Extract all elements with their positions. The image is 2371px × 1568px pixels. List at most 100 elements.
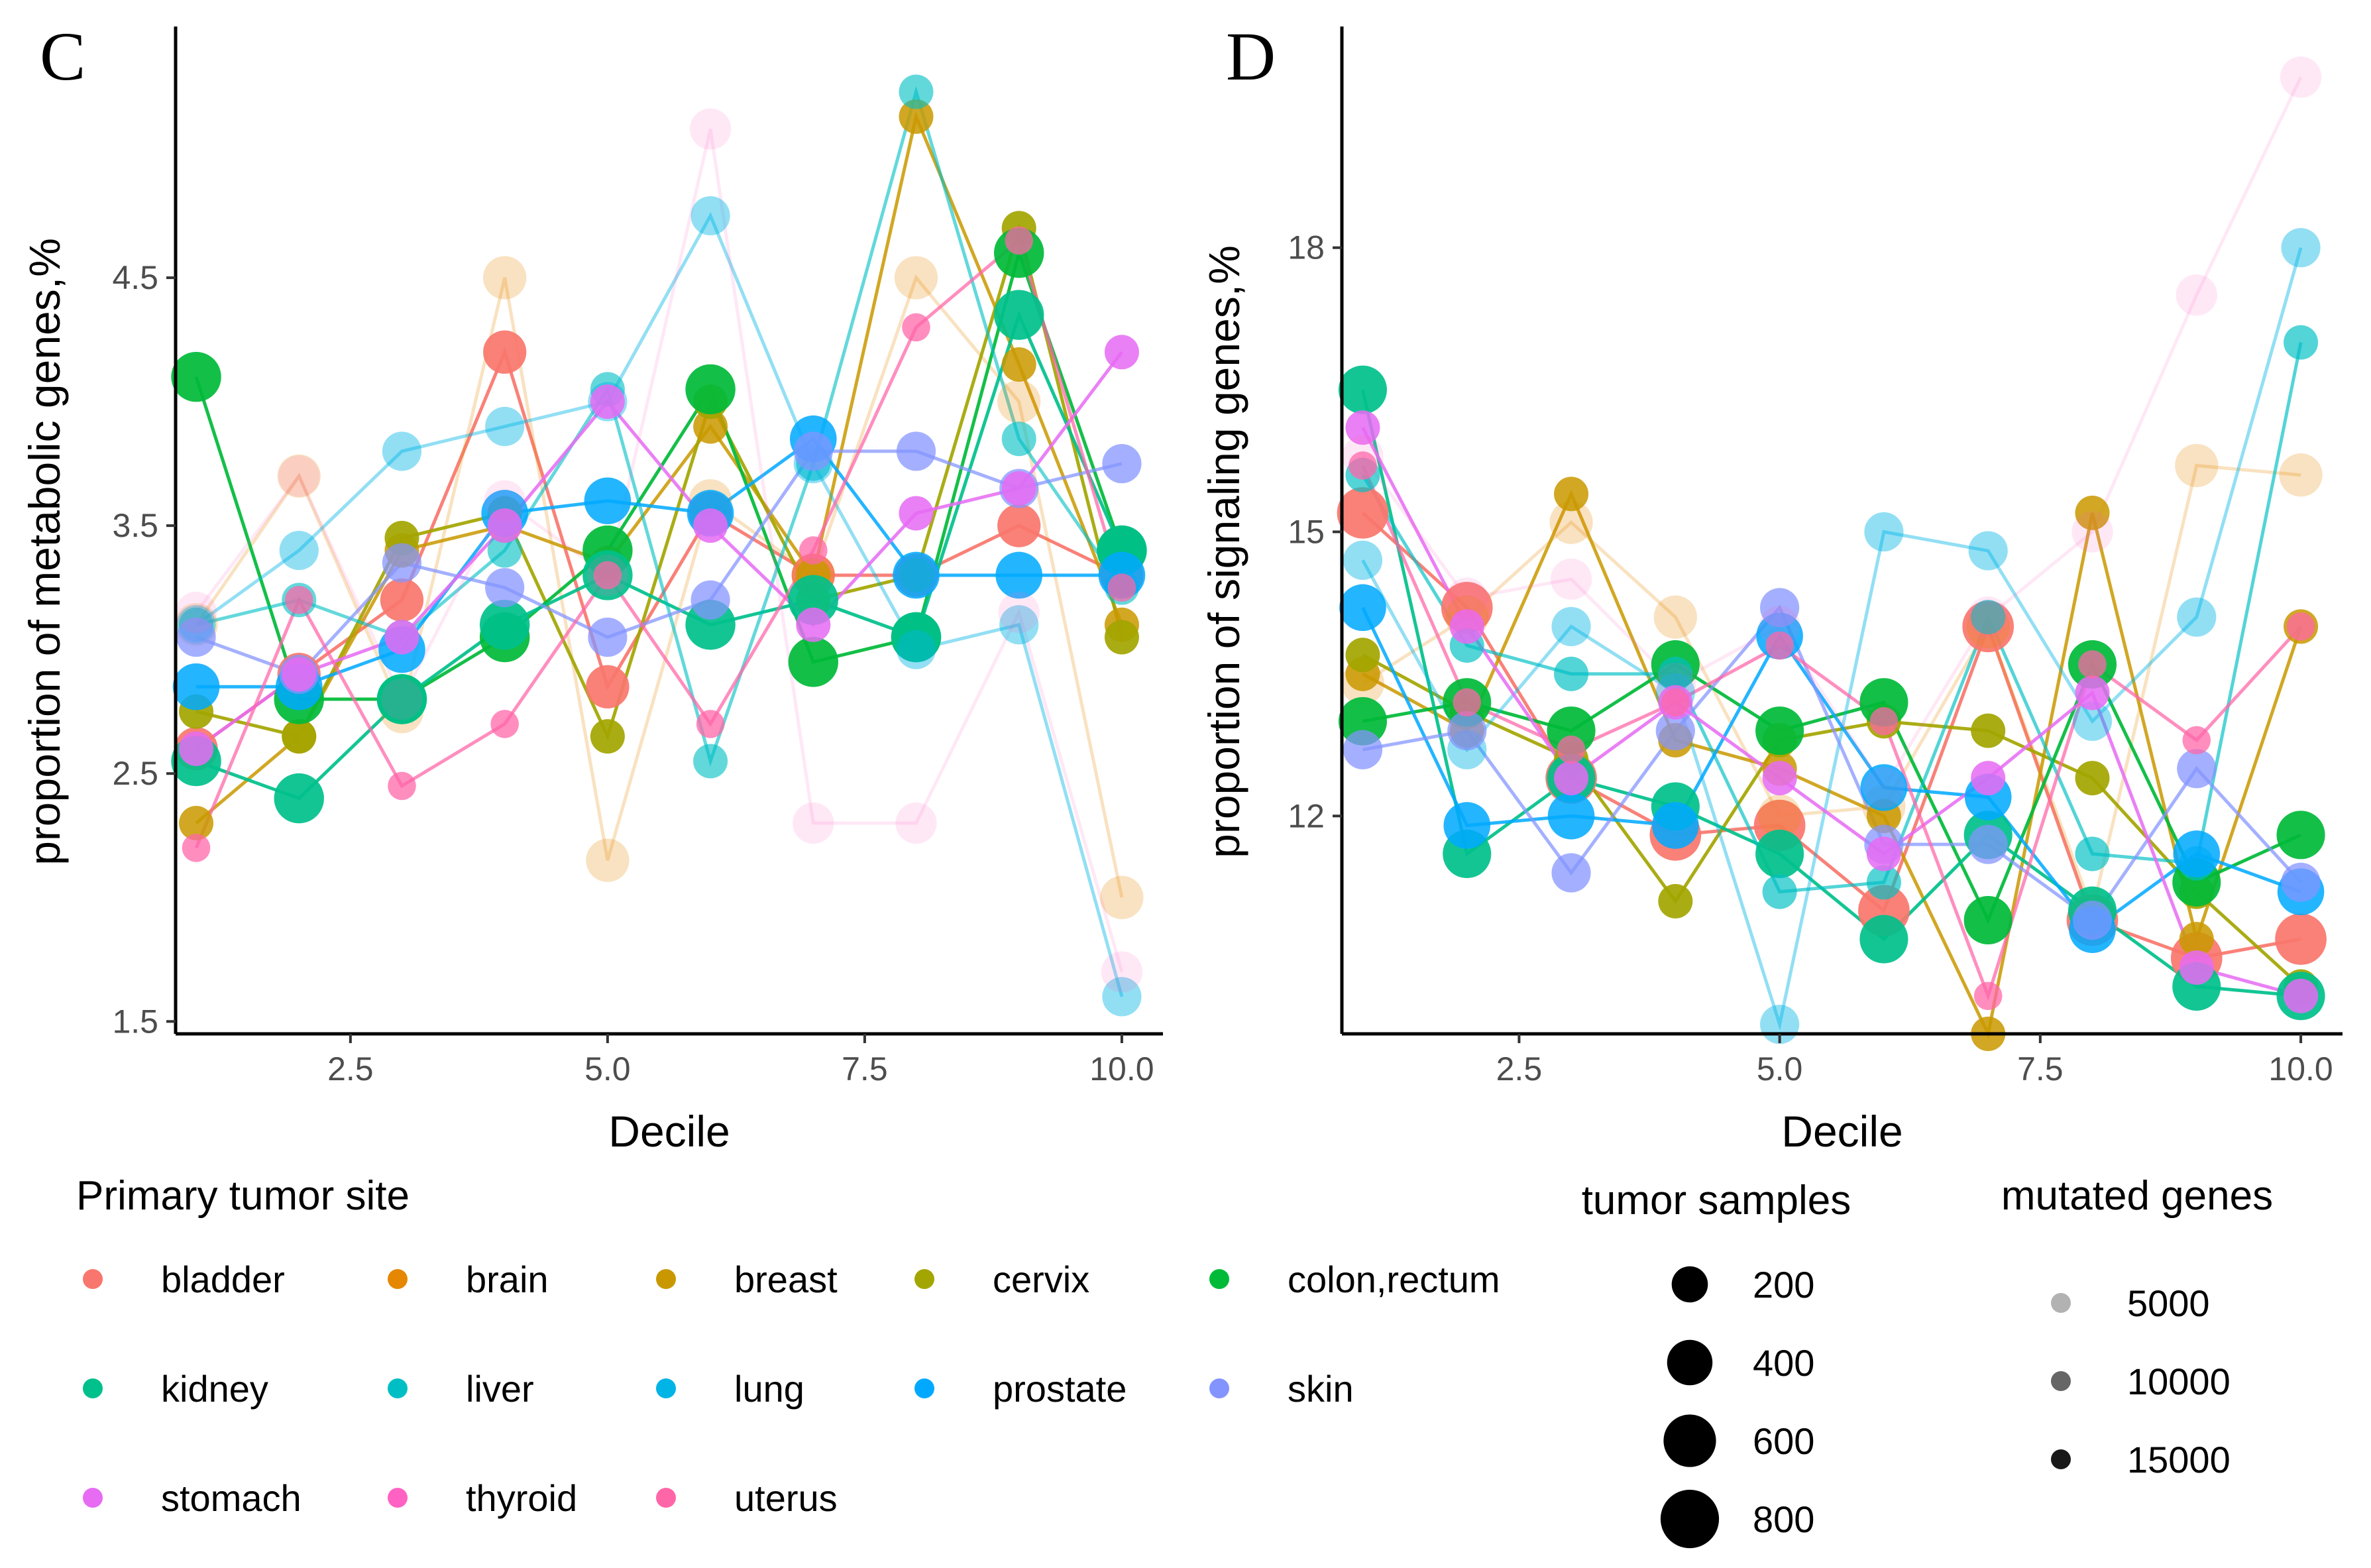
data-point <box>1863 767 1905 809</box>
data-point <box>2072 900 2113 940</box>
data-point <box>2179 950 2214 985</box>
data-point <box>894 256 938 300</box>
legend-item-kidney: kidney <box>83 1368 268 1410</box>
y-tick-label: 15 <box>1288 514 1325 551</box>
legend-size-item: 200 <box>1671 1264 1814 1306</box>
data-point <box>1866 865 1901 900</box>
data-point <box>793 431 833 471</box>
data-point <box>588 617 628 657</box>
legend-label: skin <box>1288 1368 1354 1410</box>
data-point <box>1653 595 1697 639</box>
plot-area <box>1337 56 2327 1051</box>
series-line-breast <box>1362 490 2303 1039</box>
data-point <box>179 731 214 766</box>
legend-title-site: Primary tumor site <box>76 1173 410 1219</box>
data-point <box>1760 588 1800 628</box>
data-point <box>1869 707 1899 736</box>
legend-swatch <box>656 1269 676 1289</box>
panel-letter: C <box>40 19 85 95</box>
legend-swatch <box>914 1378 934 1398</box>
panel-d: D 2.5 5.0 7.5 10.0 12 15 18 Decile proportion of … <box>1199 19 2343 1156</box>
legend-swatch <box>83 1378 103 1398</box>
data-point <box>172 663 220 710</box>
data-point <box>279 530 319 571</box>
legend-swatch <box>656 1378 676 1398</box>
series-line-kidney <box>195 310 1124 801</box>
legend-item-uterus: uterus <box>656 1477 838 1519</box>
data-point <box>891 612 942 663</box>
data-point <box>2279 453 2323 497</box>
legend-label: 15000 <box>2127 1439 2231 1481</box>
x-tick-label: 10.0 <box>2268 1050 2333 1088</box>
x-axis-title: Decile <box>1781 1107 1902 1156</box>
data-point <box>1339 584 1386 632</box>
legend-alpha-swatch <box>2051 1449 2071 1469</box>
legend-label: colon,rectum <box>1288 1259 1500 1300</box>
data-point <box>1762 761 1797 796</box>
legend-label: prostate <box>993 1368 1127 1410</box>
series-line-cervix <box>1362 653 2302 988</box>
legend-size-swatch <box>1667 1339 1713 1386</box>
data-point <box>483 330 527 374</box>
data-point <box>899 496 934 531</box>
data-point <box>485 568 525 608</box>
data-point <box>2177 749 2217 789</box>
data-point <box>1652 802 1699 849</box>
data-point <box>993 290 1044 340</box>
data-point <box>1967 596 2009 638</box>
data-point <box>1551 853 1591 893</box>
data-point <box>1866 836 1901 871</box>
data-point <box>1443 802 1491 849</box>
legend-title-samples: tumor samples <box>1582 1178 1851 1223</box>
legend-size-item: 800 <box>1660 1489 1814 1549</box>
data-point <box>382 543 422 583</box>
data-point <box>1658 883 1693 919</box>
data-point <box>1550 558 1592 600</box>
data-point <box>1345 638 1380 673</box>
data-point <box>277 454 321 498</box>
data-point <box>1963 895 2013 945</box>
data-point <box>1968 824 2008 864</box>
data-point <box>586 838 630 882</box>
legend-size-item: 400 <box>1667 1339 1814 1386</box>
series-line-prostate <box>1361 606 2301 932</box>
data-point <box>485 406 525 447</box>
data-point <box>1655 711 1695 751</box>
y-axis-title: proportion of metabolic genes,% <box>20 238 69 866</box>
data-point <box>175 591 217 634</box>
series-line-stomach <box>1361 427 2301 998</box>
x-tick-label: 10.0 <box>1089 1050 1154 1088</box>
legend-swatch <box>83 1269 103 1289</box>
series-line-uterus <box>194 237 1124 849</box>
legend-alpha-item: 15000 <box>2051 1439 2231 1481</box>
panel-letter: D <box>1226 19 1276 95</box>
data-point <box>893 551 940 599</box>
series-line-stomach <box>195 351 1123 750</box>
data-point <box>788 637 839 687</box>
data-point <box>1337 487 1389 539</box>
x-tick-label: 5.0 <box>584 1050 631 1088</box>
data-point <box>1104 335 1139 370</box>
data-point <box>1104 620 1139 655</box>
legend-label: stomach <box>161 1477 302 1519</box>
legend-label: liver <box>466 1368 534 1410</box>
data-point <box>381 678 423 720</box>
data-point <box>696 710 725 738</box>
data-point <box>1102 977 1142 1017</box>
legend-label: thyroid <box>466 1477 577 1519</box>
data-point <box>1554 656 1589 691</box>
data-point <box>274 773 324 824</box>
legend-alpha-item: 10000 <box>2051 1361 2231 1402</box>
data-point <box>902 313 930 342</box>
legend-item-lung: lung <box>656 1368 804 1410</box>
data-point <box>1102 444 1142 484</box>
legend-swatch <box>1209 1378 1229 1398</box>
legend-size-swatch <box>1660 1489 1720 1549</box>
legend-label: cervix <box>993 1259 1089 1300</box>
series-line-thyroid <box>195 129 1124 973</box>
legend-label: brain <box>466 1259 549 1300</box>
legend-label: 5000 <box>2127 1282 2210 1324</box>
legend-label: bladder <box>161 1259 285 1300</box>
data-point <box>2177 597 2217 637</box>
data-point <box>1973 981 2003 1011</box>
